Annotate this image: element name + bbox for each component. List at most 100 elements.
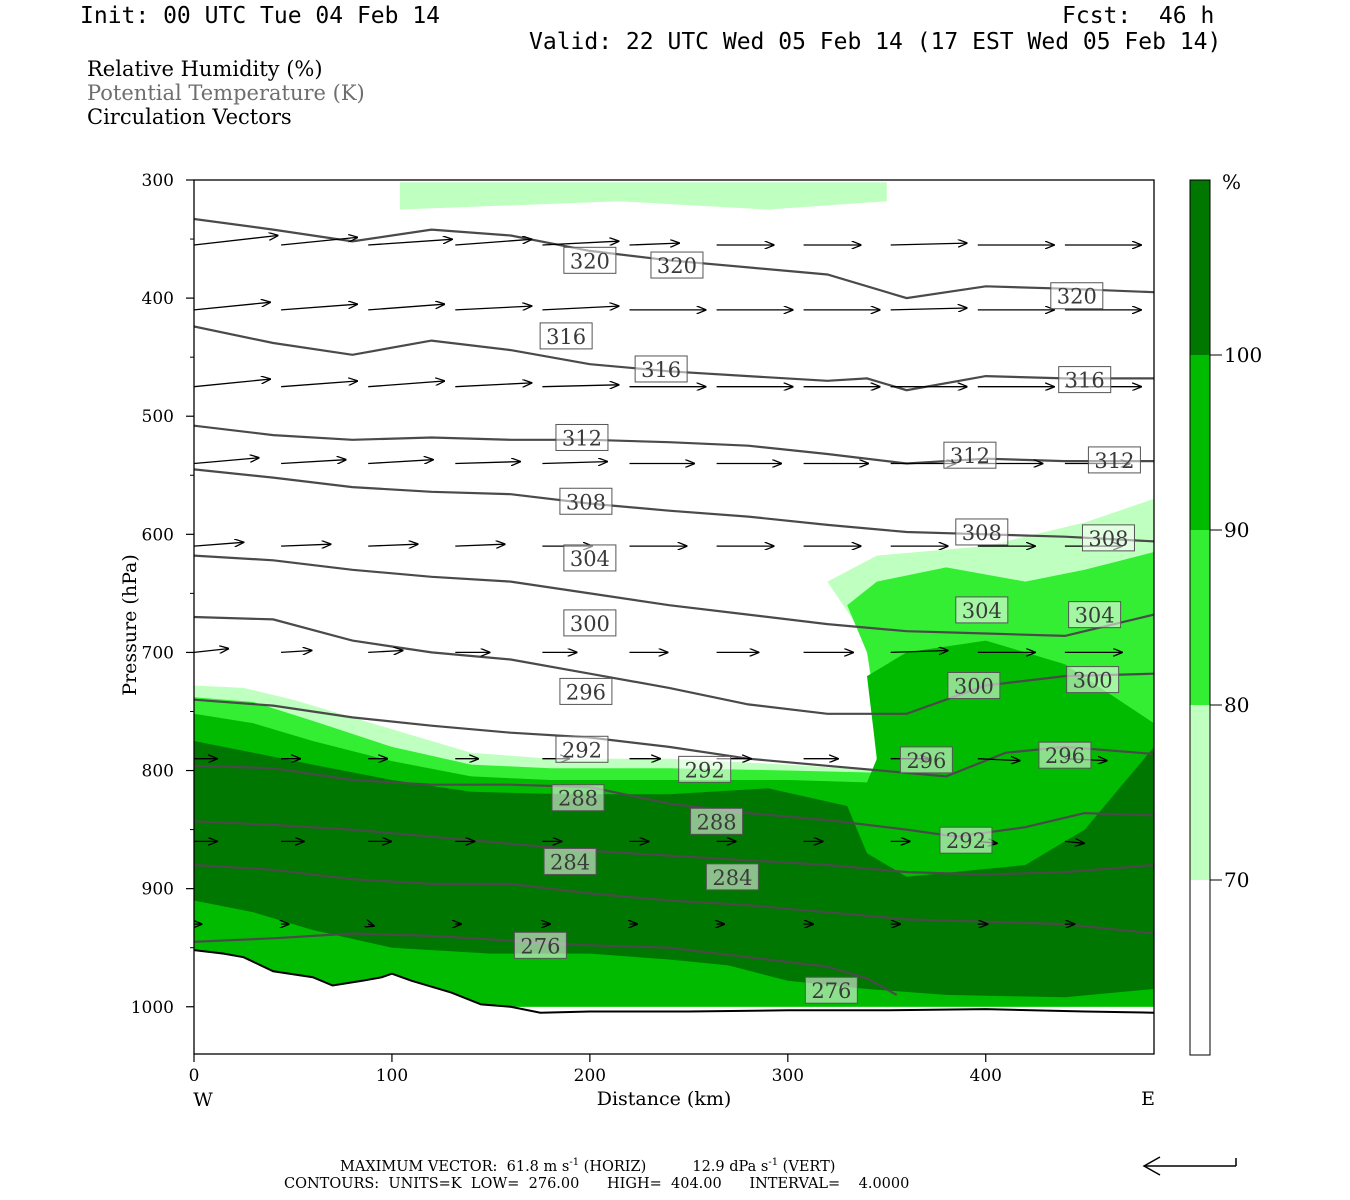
contour-label: 300 (570, 612, 610, 636)
plot-frame (193, 179, 1155, 1055)
contour-label-box (563, 544, 617, 572)
circulation-vector (368, 304, 444, 311)
circulation-vector (455, 383, 531, 388)
y-tick-label: 300 (142, 171, 174, 191)
contour-label: 284 (550, 850, 590, 874)
field-rh-label: Relative Humidity (%) (87, 57, 323, 81)
x-axis-title: Distance (km) (597, 1088, 732, 1110)
colorbar-label: 90 (1224, 518, 1249, 542)
circulation-vector (368, 460, 433, 464)
theta-contour-304 (194, 554, 1154, 638)
circulation-vector (455, 462, 520, 464)
contour-label: 312 (950, 444, 990, 468)
contour-label: 296 (566, 680, 606, 704)
theta-contour-288 (194, 820, 1154, 876)
contour-label-box (1058, 366, 1112, 394)
circulation-vector (281, 304, 357, 311)
plot-area: 320 320 320 316 316 316 312 312 312 308 308 308 304 3… (194, 182, 1154, 1054)
contour-label-box (650, 251, 704, 279)
max-vector-label: MAXIMUM VECTOR: 61.8 m s-1 (HORIZ) 12.9 … (340, 1157, 836, 1175)
contour-label: 316 (546, 325, 586, 349)
circulation-vector (1064, 841, 1084, 843)
contour-label-box (943, 441, 997, 469)
contour-label-box (543, 847, 597, 875)
circulation-vector (455, 306, 531, 311)
contour-label-box (634, 355, 688, 383)
contour-label-box (955, 596, 1009, 624)
x-tick-label: 200 (574, 1066, 606, 1086)
contour-label: 312 (562, 426, 602, 450)
y-tick-label: 400 (142, 289, 174, 309)
circulation-vector (890, 651, 948, 653)
circulation-vector (281, 237, 357, 246)
circulation-vector (542, 385, 618, 387)
contour-label-box (559, 487, 613, 515)
circulation-vector (629, 243, 679, 245)
colorbar-unit: % (1222, 170, 1241, 194)
x-tick-label: 400 (970, 1066, 1002, 1086)
circulation-vector (281, 544, 330, 546)
circulation-vector (194, 458, 259, 465)
colorbar-label: 100 (1224, 343, 1262, 367)
theta-contour-316 (194, 325, 1154, 392)
circulation-vector (890, 243, 967, 245)
contour-label-box (1066, 666, 1120, 694)
circulation-vector (194, 236, 278, 246)
contour-label: 320 (570, 249, 610, 273)
contour-label-box (947, 672, 1001, 700)
contour-label-box (899, 746, 953, 774)
contour-label: 296 (1045, 744, 1085, 768)
circulation-vector (542, 462, 607, 464)
y-tick-label: 500 (142, 407, 174, 427)
y-tick-label: 700 (142, 643, 174, 663)
colorbar-segment (1190, 705, 1210, 880)
contour-label: 304 (570, 547, 610, 571)
contour-label-box (555, 423, 609, 451)
contour-label: 292 (685, 758, 725, 782)
x-tick-label: 0 (189, 1066, 200, 1086)
circulation-vector (194, 379, 270, 388)
below-ground-mask (194, 950, 1154, 1054)
circulation-vector (194, 542, 243, 546)
x-tick-label: 100 (376, 1066, 408, 1086)
contour-label: 316 (641, 358, 681, 382)
circulation-vector (977, 759, 1020, 761)
contour-label: 308 (1088, 527, 1128, 551)
contour-label: 292 (562, 738, 602, 762)
contour-label-box (563, 246, 617, 274)
contour-label: 320 (1057, 285, 1097, 309)
theta-contour-276 (194, 932, 898, 996)
reference-vector-head (1142, 1156, 1161, 1176)
circulation-vector (542, 241, 618, 246)
contour-label: 276 (811, 979, 851, 1003)
x-tick-label: 300 (772, 1066, 804, 1086)
valid-time-label: Valid: 22 UTC Wed 05 Feb 14 (17 EST Wed … (529, 29, 1222, 55)
contour-label-box (1087, 446, 1141, 474)
contour-label-box (1038, 741, 1092, 769)
circulation-vector (281, 460, 346, 464)
init-time-label: Init: 00 UTC Tue 04 Feb 14 (80, 3, 441, 29)
forecast-hour-label: Fcst: 46 h (1062, 3, 1215, 29)
colorbar-segment (1190, 180, 1210, 355)
circulation-vector (194, 302, 270, 311)
contour-label: 308 (962, 521, 1002, 545)
colorbar-label: 70 (1224, 868, 1249, 892)
circulation-vector (368, 924, 374, 926)
west-label: W (193, 1089, 213, 1111)
contour-label: 320 (657, 254, 697, 278)
field-vectors-label: Circulation Vectors (87, 105, 292, 129)
theta-contour-312 (194, 424, 1154, 465)
circulation-vector (368, 381, 444, 388)
contour-label-box (955, 518, 1009, 546)
y-tick-label: 900 (142, 880, 174, 900)
contour-label-box (939, 826, 993, 854)
contour-label-box (1068, 601, 1122, 629)
contour-label-box (539, 322, 593, 350)
terrain-line (194, 949, 1154, 1014)
contour-label-box (513, 931, 567, 959)
contour-label: 316 (1065, 369, 1105, 393)
contour-label-box (690, 807, 744, 835)
east-label: E (1141, 1088, 1155, 1110)
colorbar-frame (1189, 179, 1211, 1056)
